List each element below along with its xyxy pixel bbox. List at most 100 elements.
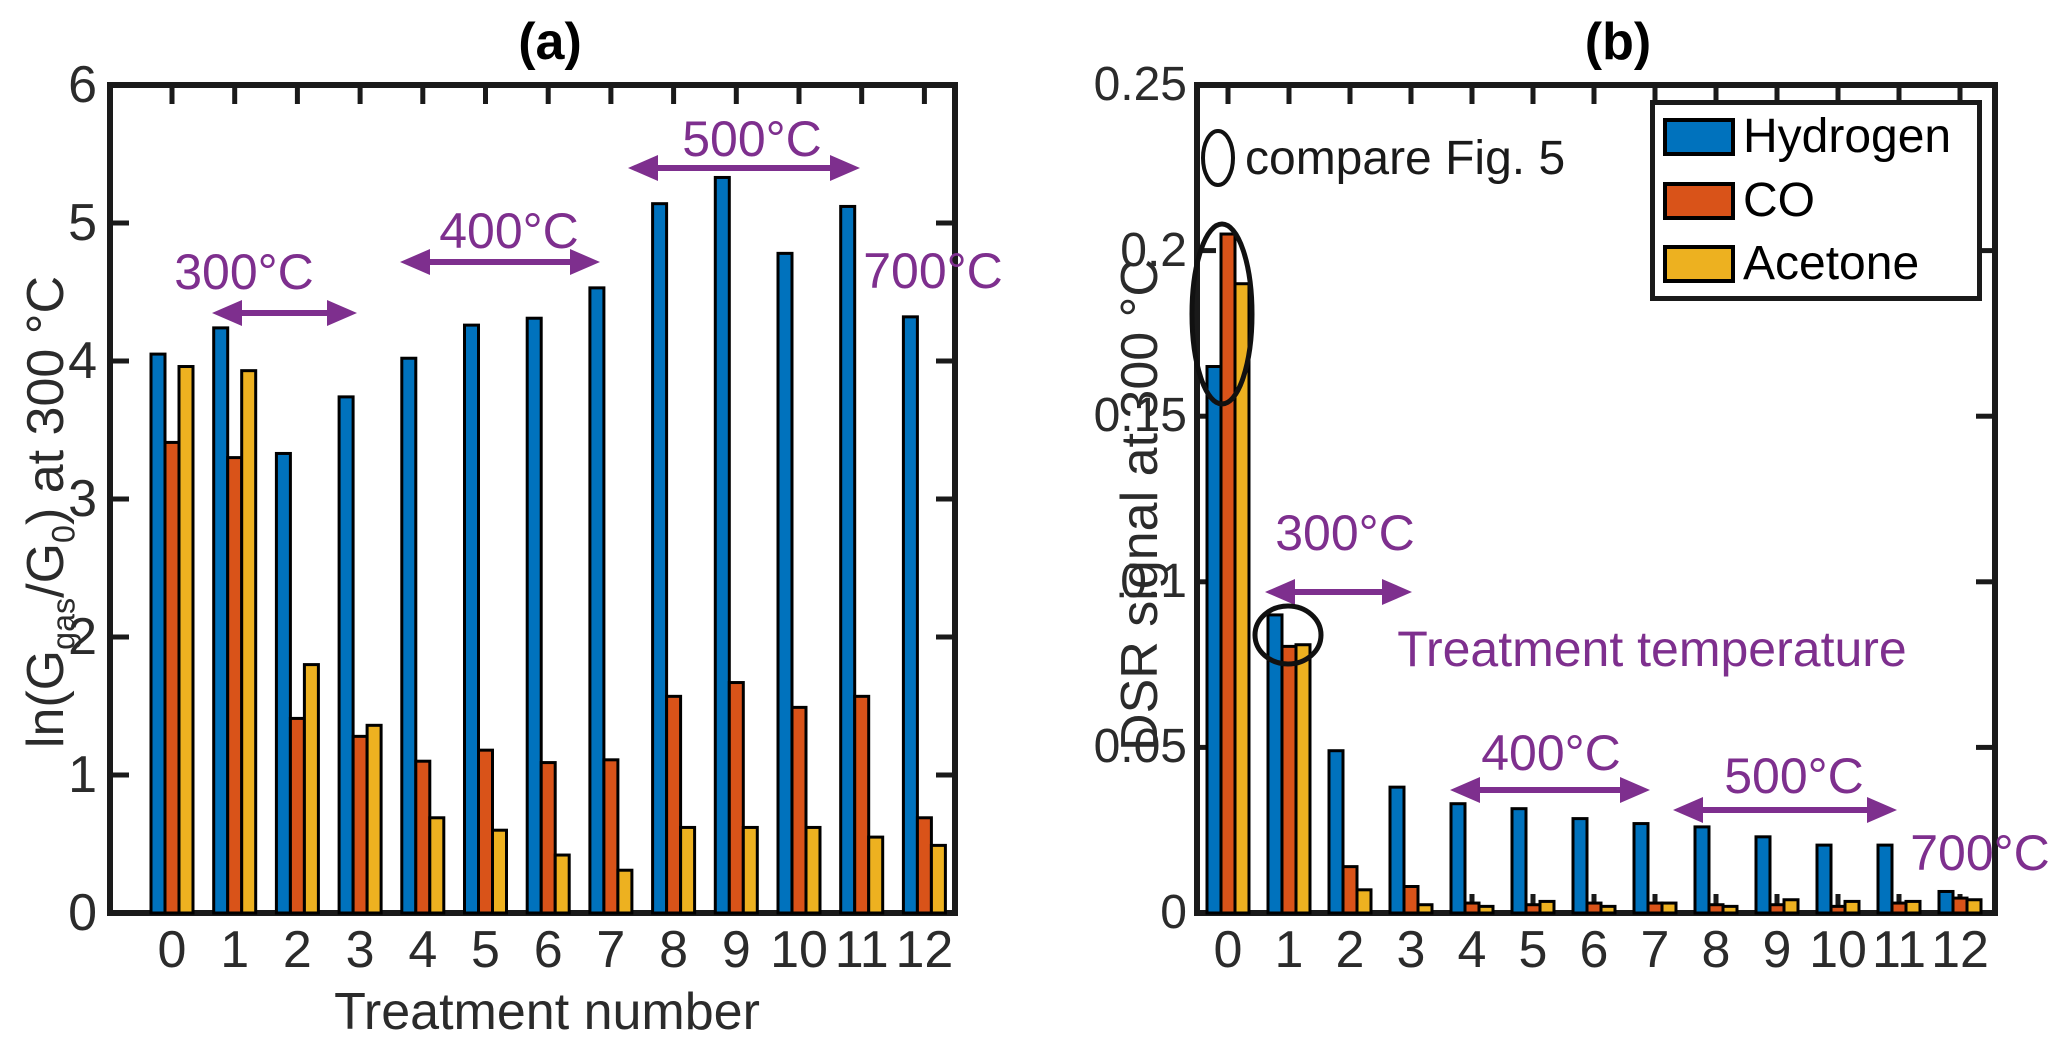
panel-b-bar-hydrogen-treatment-12 bbox=[1937, 889, 1955, 915]
panel-a-bar-acetone-treatment-3 bbox=[365, 723, 383, 915]
panel-b-ytick-label-0.05: 0.05 bbox=[1093, 720, 1187, 774]
panel-b-xtick-label-10: 10 bbox=[1809, 921, 1867, 979]
panel-a-bar-acetone-treatment-8 bbox=[679, 825, 697, 915]
panel-a-arrow-500c-left-head bbox=[628, 155, 658, 181]
panel-b-bar-hydrogen-treatment-3 bbox=[1388, 785, 1406, 915]
panel-a-bar-hydrogen-treatment-8 bbox=[651, 202, 669, 915]
panel-b-xtick-label-4: 4 bbox=[1457, 921, 1487, 979]
panel-a-xtick-label-3: 3 bbox=[345, 921, 375, 979]
panel-a-ytick-label-2: 2 bbox=[68, 608, 97, 666]
panel-a-ytick-label-5: 5 bbox=[68, 194, 97, 252]
panel-b-bar-co-treatment-7 bbox=[1646, 901, 1664, 915]
panel-a-bar-acetone-treatment-12 bbox=[929, 843, 947, 915]
panel-a-bar-acetone-treatment-1 bbox=[240, 369, 258, 915]
panel-b-arrow-400c-right-head bbox=[1620, 777, 1650, 803]
panel-a-bar-hydrogen-treatment-3 bbox=[337, 395, 355, 915]
panel-a-bar-co-treatment-1 bbox=[226, 456, 244, 915]
panel-a-bar-hydrogen-treatment-5 bbox=[463, 323, 480, 915]
panel-b-arrow-300c-left-head bbox=[1265, 579, 1295, 605]
ylabel-segment: ln(G bbox=[17, 649, 76, 749]
panel-b-bar-hydrogen-treatment-8 bbox=[1693, 825, 1711, 915]
panel-a-xtick-label-8: 8 bbox=[659, 921, 689, 979]
panel-a-xtick-label-6: 6 bbox=[533, 921, 563, 979]
panel-a-bar-hydrogen-treatment-6 bbox=[525, 316, 543, 915]
panel-b-bar-co-treatment-10 bbox=[1829, 904, 1847, 915]
panel-a-annotation-300c: 300°C bbox=[174, 244, 314, 300]
panel-a-bar-co-treatment-0 bbox=[163, 440, 181, 915]
ylabel-segment: /G bbox=[17, 542, 76, 598]
panel-b-ytick-label-0.25: 0.25 bbox=[1093, 58, 1187, 111]
panel-a-xtick-label-4: 4 bbox=[408, 921, 438, 979]
panel-a-x-axis-label: Treatment number bbox=[334, 983, 760, 1041]
legend: Hydrogen CO Acetone bbox=[1650, 100, 1982, 301]
panel-b-bar-co-treatment-4 bbox=[1463, 901, 1481, 915]
panel-b-xtick-label-5: 5 bbox=[1518, 921, 1548, 979]
panel-b-ytick-label-0.2: 0.2 bbox=[1120, 223, 1187, 277]
panel-a-arrow-400c-right-head bbox=[570, 249, 600, 275]
legend-swatch-acetone bbox=[1663, 244, 1735, 283]
panel-a-bar-acetone-treatment-10 bbox=[804, 825, 822, 915]
panel-a-annotation-700c: 700°C bbox=[863, 243, 1003, 299]
panel-a-bar-acetone-treatment-0 bbox=[177, 365, 195, 915]
panel-a-bar-acetone-treatment-11 bbox=[867, 835, 885, 915]
panel-a-annotation-400c: 400°C bbox=[439, 203, 579, 259]
panel-b-bar-co-treatment-9 bbox=[1768, 903, 1786, 915]
panel-a-xtick-label-0: 0 bbox=[157, 921, 187, 979]
panel-b-bar-hydrogen-treatment-5 bbox=[1510, 807, 1528, 915]
panel-b-bar-acetone-treatment-2 bbox=[1355, 888, 1373, 915]
panel-a-bar-acetone-treatment-2 bbox=[302, 663, 320, 915]
panel-b-xtick-label-8: 8 bbox=[1701, 921, 1731, 979]
panel-a-arrow-300c-left-head bbox=[212, 300, 242, 326]
panel-b-bar-acetone-treatment-12 bbox=[1965, 898, 1983, 915]
panel-b-bar-hydrogen-treatment-11 bbox=[1876, 843, 1894, 915]
legend-label-co: CO bbox=[1743, 173, 1815, 227]
panel-b-bar-co-treatment-6 bbox=[1585, 901, 1603, 915]
panel-a-bar-acetone-treatment-5 bbox=[491, 828, 508, 915]
panel-b-bar-hydrogen-treatment-10 bbox=[1815, 843, 1833, 915]
panel-b-bar-acetone-treatment-1 bbox=[1294, 643, 1312, 915]
panel-b-ytick-label-0.15: 0.15 bbox=[1093, 389, 1187, 443]
panel-b-bar-acetone-treatment-9 bbox=[1782, 898, 1800, 915]
panel-a-ytick-label-1: 1 bbox=[68, 746, 97, 804]
panel-b-bar-acetone-treatment-4 bbox=[1477, 904, 1495, 915]
panel-b-bar-co-treatment-3 bbox=[1402, 885, 1420, 915]
panel-b-bar-co-treatment-8 bbox=[1707, 903, 1725, 915]
legend-swatch-co bbox=[1663, 181, 1735, 220]
panel-b-highlight-ellipse-treatment-0 bbox=[1189, 221, 1255, 407]
panel-a-bar-hydrogen-treatment-2 bbox=[274, 451, 292, 915]
panel-b-bar-acetone-treatment-7 bbox=[1660, 901, 1678, 915]
panel-a-annotation-500c: 500°C bbox=[682, 111, 822, 167]
panel-b-bar-acetone-treatment-0 bbox=[1233, 282, 1251, 915]
panel-b-title: (b) bbox=[1584, 13, 1652, 71]
panel-a-bar-acetone-treatment-7 bbox=[616, 868, 634, 915]
panel-a-bar-hydrogen-treatment-9 bbox=[713, 175, 731, 915]
panel-b-bar-hydrogen-treatment-7 bbox=[1632, 822, 1650, 915]
panel-a-bar-co-treatment-11 bbox=[853, 694, 871, 915]
panel-b-xtick-label-3: 3 bbox=[1396, 921, 1426, 979]
panel-a-bar-co-treatment-2 bbox=[288, 716, 306, 915]
panel-b-annotation-300c: 300°C bbox=[1275, 505, 1415, 561]
panel-b-xtick-label-7: 7 bbox=[1640, 921, 1670, 979]
legend-label-acetone: Acetone bbox=[1743, 236, 1920, 290]
panel-b-annotation-400c: 400°C bbox=[1481, 725, 1621, 781]
panel-b-xtick-label-11: 11 bbox=[1872, 921, 1926, 979]
panel-b-highlight-ellipse-treatment-1 bbox=[1252, 603, 1324, 667]
panel-b-bar-acetone-treatment-3 bbox=[1416, 903, 1434, 915]
panel-a-xtick-label-2: 2 bbox=[282, 921, 312, 979]
panel-b-bar-co-treatment-11 bbox=[1890, 901, 1908, 915]
panel-a-bar-co-treatment-7 bbox=[602, 758, 620, 915]
panel-a-bar-acetone-treatment-9 bbox=[741, 825, 759, 915]
panel-a-ytick-label-0: 0 bbox=[68, 884, 97, 942]
panel-b-arrow-400c-left-head bbox=[1450, 777, 1480, 803]
panel-a-bar-co-treatment-8 bbox=[665, 694, 683, 915]
panel-b-arrow-500c-left-head bbox=[1673, 797, 1703, 823]
panel-a-bar-co-treatment-5 bbox=[477, 748, 494, 915]
panel-b-annotation-treatment-temperature: Treatment temperature bbox=[1397, 621, 1907, 677]
panel-a-xtick-label-10: 10 bbox=[770, 921, 828, 979]
panel-b-annotation-500c: 500°C bbox=[1724, 748, 1864, 804]
panel-b-bar-co-treatment-12 bbox=[1951, 896, 1969, 915]
panel-b-bar-acetone-treatment-11 bbox=[1904, 899, 1922, 915]
panel-a-xtick-label-1: 1 bbox=[220, 921, 250, 979]
